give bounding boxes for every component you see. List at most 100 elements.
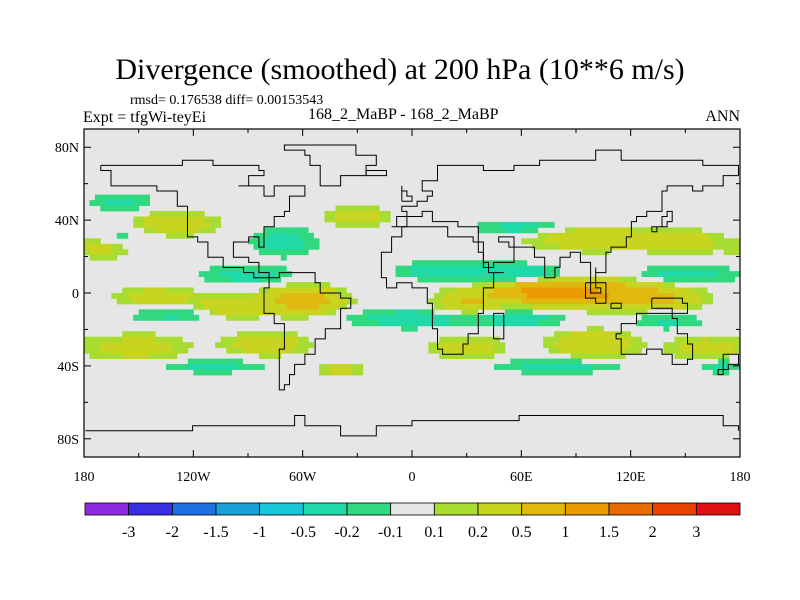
field-cell	[630, 342, 637, 349]
field-cell	[554, 276, 560, 283]
field-cell	[94, 353, 101, 359]
field-cell	[696, 342, 703, 349]
field-cell	[439, 336, 446, 343]
field-cell	[614, 298, 621, 305]
field-cell	[565, 364, 571, 370]
field-cell	[696, 320, 703, 327]
field-cell	[696, 249, 703, 256]
field-cell	[526, 221, 533, 228]
field-cell	[155, 342, 161, 349]
field-cell	[308, 282, 314, 288]
field-cell	[198, 216, 205, 223]
field-cell	[368, 320, 375, 327]
field-cell	[133, 287, 140, 294]
field-cell	[494, 287, 500, 294]
field-cell	[532, 227, 539, 234]
field-cell	[357, 320, 364, 327]
field-cell	[494, 336, 500, 343]
field-cell	[171, 216, 178, 223]
field-cell	[504, 271, 511, 277]
field-cell	[718, 265, 724, 272]
field-cell	[297, 287, 304, 294]
field-cell	[215, 342, 222, 349]
field-cell	[663, 293, 670, 299]
field-cell	[619, 336, 626, 343]
x-tick-label: 0	[409, 470, 416, 485]
field-cell	[89, 238, 96, 245]
field-cell	[439, 320, 446, 327]
colorbar-swatch	[259, 502, 304, 516]
field-cell	[696, 276, 703, 283]
colorbar-swatch	[346, 502, 392, 516]
field-cell	[444, 347, 451, 354]
field-cell	[581, 369, 588, 376]
field-cell	[198, 298, 205, 305]
field-cell	[663, 243, 670, 250]
field-cell	[652, 265, 659, 272]
field-cell	[286, 293, 293, 299]
field-cell	[384, 314, 391, 321]
field-cell	[428, 347, 435, 354]
field-cell	[384, 216, 391, 223]
field-cell	[597, 282, 604, 288]
field-cell	[663, 325, 670, 332]
field-cell	[707, 336, 714, 343]
field-cell	[264, 293, 271, 299]
field-cell	[187, 342, 194, 349]
field-cell	[619, 303, 626, 310]
field-cell	[127, 194, 134, 201]
field-cell	[138, 314, 145, 321]
field-cell	[526, 238, 533, 245]
field-cell	[275, 303, 282, 310]
field-cell	[340, 205, 347, 212]
field-cell	[554, 238, 560, 245]
field-cell	[319, 364, 325, 370]
field-cell	[630, 293, 637, 299]
field-cell	[291, 314, 298, 321]
field-cell	[597, 347, 604, 354]
field-cell	[729, 276, 735, 283]
field-cell	[734, 347, 740, 354]
field-cell	[111, 347, 118, 354]
field-cell	[422, 314, 429, 321]
field-cell	[412, 260, 418, 267]
field-cell	[718, 243, 724, 250]
field-cell	[658, 320, 664, 327]
field-cell	[701, 271, 708, 277]
field-cell	[543, 320, 550, 327]
field-cell	[340, 298, 347, 305]
field-cell	[581, 336, 588, 343]
field-cell	[417, 320, 424, 327]
field-cell	[395, 320, 402, 327]
field-cell	[565, 298, 571, 305]
field-cell	[548, 238, 555, 245]
field-cell	[242, 265, 249, 272]
field-cell	[630, 243, 637, 250]
coastline	[717, 353, 739, 376]
field-cell	[630, 303, 637, 310]
field-cell	[193, 314, 200, 321]
field-cell	[264, 347, 271, 354]
field-cell	[258, 249, 265, 256]
field-cell	[166, 353, 172, 359]
field-cell	[565, 293, 571, 299]
field-cell	[494, 293, 500, 299]
field-cell	[286, 298, 293, 305]
field-cell	[286, 309, 293, 316]
field-cell	[330, 298, 336, 305]
field-cell	[433, 342, 440, 349]
field-cell	[231, 265, 238, 272]
field-cell	[543, 298, 550, 305]
field-cell	[510, 271, 517, 277]
field-cell	[658, 293, 664, 299]
colorbar-swatch	[652, 502, 697, 516]
field-cell	[576, 232, 582, 239]
field-cell	[696, 353, 703, 359]
field-cell	[319, 309, 325, 316]
field-cell	[548, 293, 555, 299]
field-cell	[614, 336, 621, 343]
field-cell	[308, 232, 314, 239]
field-cell	[597, 325, 604, 332]
field-cell	[499, 314, 506, 321]
field-cell	[526, 287, 533, 294]
